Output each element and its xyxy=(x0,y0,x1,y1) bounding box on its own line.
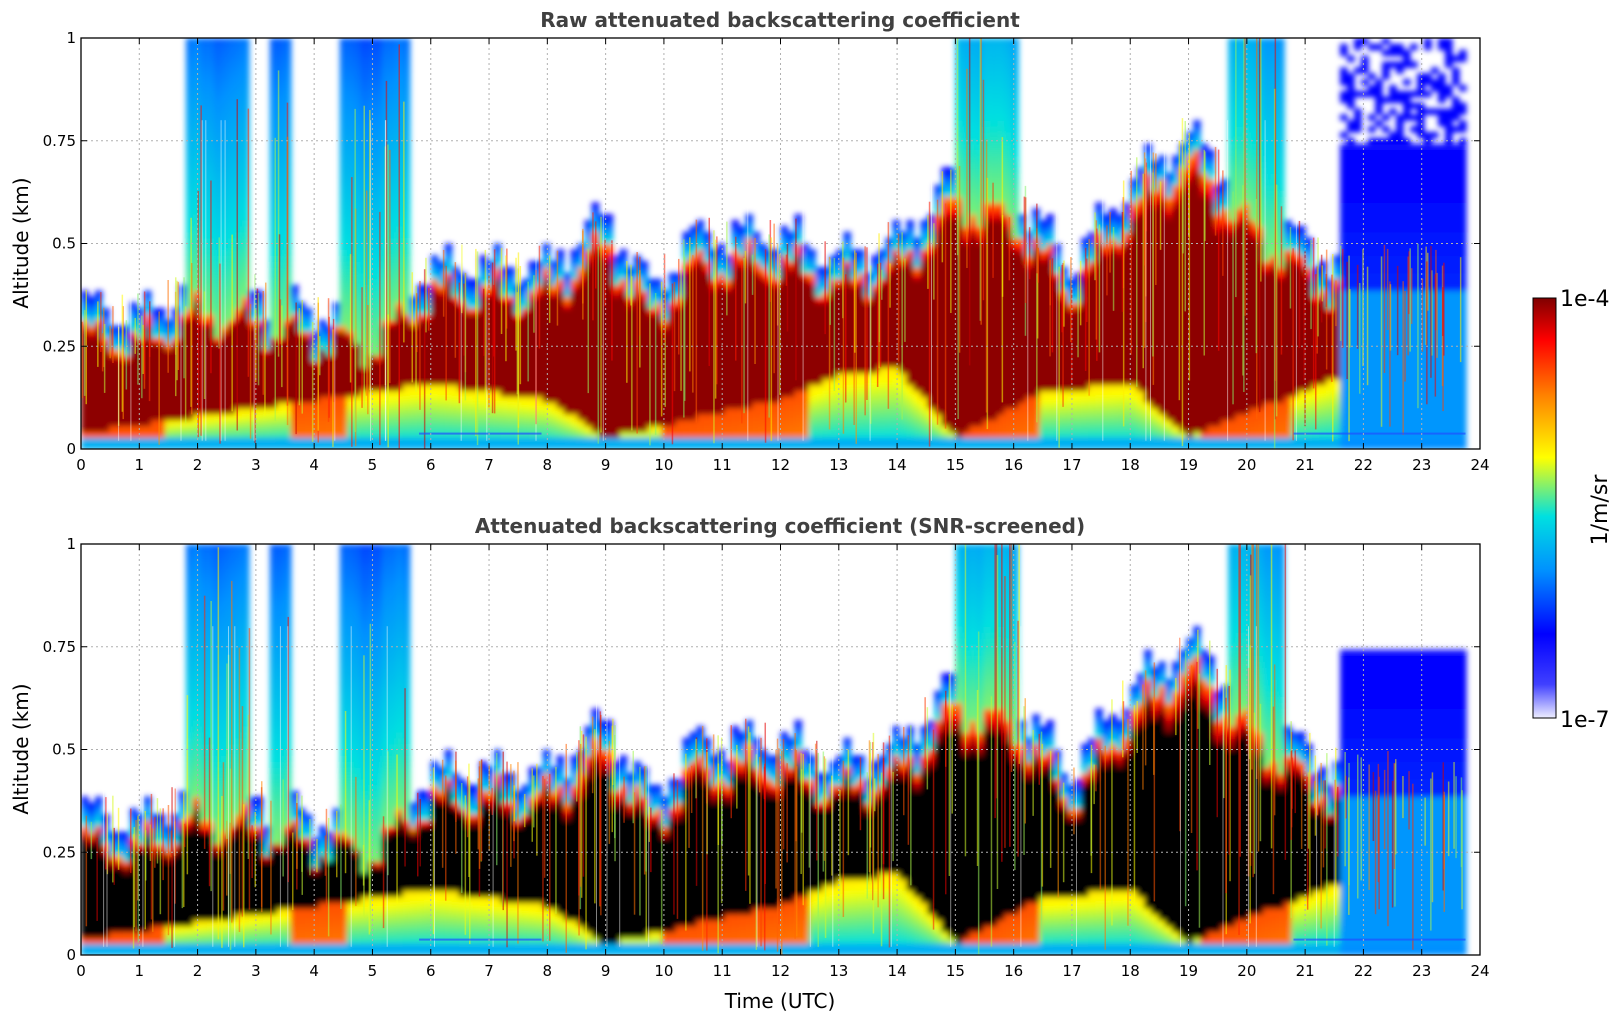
x-tick-label: 20 xyxy=(1237,456,1256,474)
x-tick-label: 13 xyxy=(829,962,848,980)
y-tick-label: 0 xyxy=(66,440,76,458)
x-tick-label: 18 xyxy=(1121,962,1140,980)
x-tick-label: 18 xyxy=(1121,456,1140,474)
x-tick-label: 1 xyxy=(135,456,145,474)
colorbar-unit-label: 1/m/sr xyxy=(1588,474,1613,546)
x-tick-label: 9 xyxy=(601,962,611,980)
panel-snr-x-axis: 0 1 2 3 4 5 6 7 8 9 10 11 12 13 14 15 16 17 18 19 20 21 22 23 24 xyxy=(76,544,1490,980)
panel-raw-heatmap xyxy=(81,38,1467,449)
panel-raw-title: Raw attenuated backscattering coefficien… xyxy=(540,8,1020,32)
x-tick-label: 24 xyxy=(1470,962,1489,980)
panel-snr-ylabel: Altitude (km) xyxy=(9,683,33,814)
x-tick-label: 9 xyxy=(601,456,611,474)
x-tick-label: 7 xyxy=(484,456,494,474)
x-tick-label: 22 xyxy=(1354,456,1373,474)
x-tick-label: 3 xyxy=(251,962,261,980)
x-tick-label: 15 xyxy=(946,962,965,980)
panel-raw: Raw attenuated backscattering coefficien… xyxy=(9,8,1490,474)
panel-snr-xlabel: Time (UTC) xyxy=(724,989,836,1013)
y-tick-label: 0.75 xyxy=(43,132,76,150)
x-tick-label: 8 xyxy=(543,962,553,980)
panel-snr-screened: Attenuated backscattering coefficient (S… xyxy=(9,514,1490,1013)
y-tick-label: 0.5 xyxy=(52,741,76,759)
colorbar-min-label: 1e-7 xyxy=(1560,708,1609,733)
x-tick-label: 7 xyxy=(484,962,494,980)
x-tick-label: 21 xyxy=(1296,962,1315,980)
x-tick-label: 14 xyxy=(888,962,907,980)
y-tick-label: 0.5 xyxy=(52,235,76,253)
x-tick-label: 4 xyxy=(309,962,319,980)
x-tick-label: 22 xyxy=(1354,962,1373,980)
x-tick-label: 17 xyxy=(1062,456,1081,474)
panel-raw-ylabel: Altitude (km) xyxy=(9,177,33,308)
colorbar-gradient xyxy=(1532,297,1557,719)
x-tick-label: 8 xyxy=(543,456,553,474)
x-tick-label: 20 xyxy=(1237,962,1256,980)
colorbar: 1e-4 1e-7 1/m/sr xyxy=(1532,287,1613,733)
x-tick-label: 10 xyxy=(654,456,673,474)
x-tick-label: 19 xyxy=(1179,962,1198,980)
x-tick-label: 14 xyxy=(888,456,907,474)
x-tick-label: 16 xyxy=(1004,456,1023,474)
x-tick-label: 0 xyxy=(76,456,86,474)
x-tick-label: 1 xyxy=(135,962,145,980)
x-tick-label: 23 xyxy=(1412,456,1431,474)
panel-raw-y-axis: 0 0.25 0.5 0.75 1 xyxy=(43,29,1480,458)
panel-snr-y-axis: 0 0.25 0.5 0.75 1 xyxy=(43,535,1480,964)
panel-snr-title: Attenuated backscattering coefficient (S… xyxy=(475,514,1085,538)
x-tick-label: 4 xyxy=(309,456,319,474)
x-tick-label: 6 xyxy=(426,456,436,474)
x-tick-label: 15 xyxy=(946,456,965,474)
x-tick-label: 24 xyxy=(1470,456,1489,474)
x-tick-label: 12 xyxy=(771,962,790,980)
x-tick-label: 16 xyxy=(1004,962,1023,980)
panel-snr-grid xyxy=(81,544,1480,955)
x-tick-label: 5 xyxy=(368,456,378,474)
x-tick-label: 21 xyxy=(1296,456,1315,474)
x-tick-label: 13 xyxy=(829,456,848,474)
x-tick-label: 2 xyxy=(193,962,203,980)
panel-raw-grid xyxy=(81,38,1480,449)
x-tick-label: 0 xyxy=(76,962,86,980)
y-tick-label: 0.25 xyxy=(43,337,76,355)
x-tick-label: 12 xyxy=(771,456,790,474)
colorbar-max-label: 1e-4 xyxy=(1560,287,1609,312)
panel-raw-x-axis: 0 1 2 3 4 5 6 7 8 9 10 11 12 13 14 15 16 17 18 19 20 21 22 23 24 xyxy=(76,38,1490,474)
x-tick-label: 10 xyxy=(654,962,673,980)
y-tick-label: 1 xyxy=(66,535,76,553)
x-tick-label: 19 xyxy=(1179,456,1198,474)
x-tick-label: 23 xyxy=(1412,962,1431,980)
x-tick-label: 5 xyxy=(368,962,378,980)
y-tick-label: 0.25 xyxy=(43,843,76,861)
y-tick-label: 0.75 xyxy=(43,638,76,656)
x-tick-label: 11 xyxy=(713,456,732,474)
x-tick-label: 17 xyxy=(1062,962,1081,980)
y-tick-label: 1 xyxy=(66,29,76,47)
y-tick-label: 0 xyxy=(66,946,76,964)
panel-snr-heatmap xyxy=(81,544,1467,955)
x-tick-label: 11 xyxy=(713,962,732,980)
x-tick-label: 3 xyxy=(251,456,261,474)
x-tick-label: 2 xyxy=(193,456,203,474)
x-tick-label: 6 xyxy=(426,962,436,980)
